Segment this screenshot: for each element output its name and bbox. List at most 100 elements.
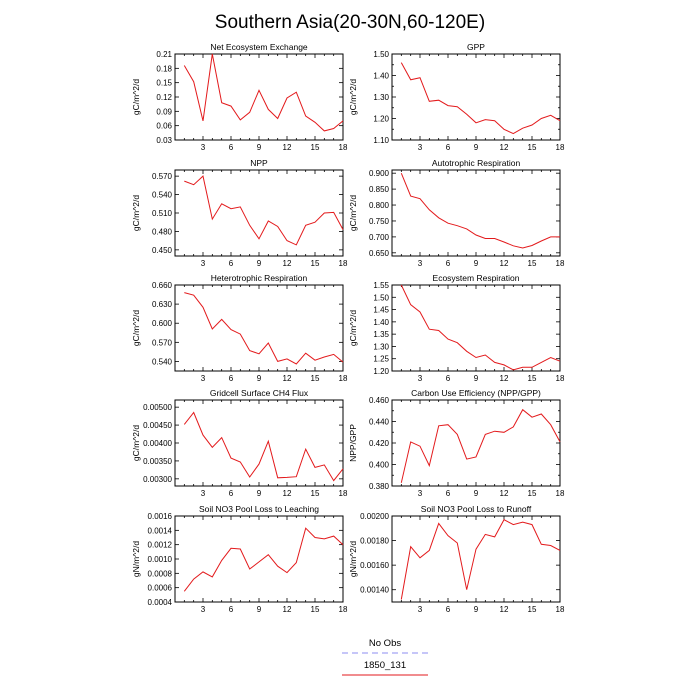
y-tick-label: 0.00160 <box>360 561 389 570</box>
x-tick-label: 6 <box>229 489 234 498</box>
x-tick-label: 18 <box>556 374 565 383</box>
y-tick-label: 0.700 <box>369 233 390 242</box>
y-axis-label: gC/m^2/d <box>131 195 141 231</box>
y-tick-label: 0.0004 <box>148 598 173 607</box>
x-tick-label: 18 <box>339 489 348 498</box>
chart-panel: Soil NO3 Pool Loss to Runoff gN/m^2/d 3 6 9 1… <box>348 504 565 614</box>
chart-panel: GPP gC/m^2/d 3 6 9 12 15 18 1.10 1.20 1.30 1.40 1.50 <box>348 42 565 152</box>
y-axis-label: gC/m^2/d <box>131 79 141 115</box>
chart-panel: Ecosystem Respiration gC/m^2/d 3 6 9 12 15 18 1.… <box>348 273 565 383</box>
x-tick-label: 12 <box>500 489 509 498</box>
x-tick-label: 9 <box>474 489 479 498</box>
x-tick-label: 12 <box>283 374 292 383</box>
panel-title: Heterotrophic Respiration <box>211 273 308 283</box>
x-tick-label: 15 <box>311 259 320 268</box>
y-axis-label: gC/m^2/d <box>348 79 358 115</box>
x-tick-label: 18 <box>339 143 348 152</box>
plot-frame <box>174 169 344 257</box>
x-tick-label: 9 <box>257 374 262 383</box>
y-tick-label: 0.06 <box>156 122 172 131</box>
x-tick-label: 12 <box>283 489 292 498</box>
x-tick-label: 6 <box>446 489 451 498</box>
y-tick-label: 1.25 <box>373 355 389 364</box>
plot-frame <box>391 53 561 141</box>
chart-panel: Gridcell Surface CH4 Flux gC/m^2/d 3 6 9 12 15… <box>131 388 348 498</box>
x-tick-label: 6 <box>229 259 234 268</box>
x-tick-label: 9 <box>257 143 262 152</box>
x-tick-label: 12 <box>283 143 292 152</box>
panel-title: Ecosystem Respiration <box>433 273 520 283</box>
x-tick-label: 9 <box>474 143 479 152</box>
y-tick-label: 0.400 <box>369 461 390 470</box>
x-tick-label: 6 <box>229 143 234 152</box>
y-tick-label: 1.30 <box>373 342 389 351</box>
y-tick-label: 1.40 <box>373 318 389 327</box>
y-tick-label: 1.55 <box>373 281 389 290</box>
y-tick-label: 1.10 <box>373 136 389 145</box>
x-tick-label: 18 <box>339 259 348 268</box>
y-tick-label: 0.460 <box>369 396 390 405</box>
x-tick-label: 12 <box>500 143 509 152</box>
x-tick-label: 6 <box>446 374 451 383</box>
y-tick-label: 0.0008 <box>148 569 173 578</box>
x-tick-label: 9 <box>474 374 479 383</box>
x-tick-label: 3 <box>201 259 206 268</box>
legend: No Obs 1850_131 <box>342 638 428 676</box>
y-tick-label: 0.540 <box>152 191 173 200</box>
x-tick-label: 9 <box>474 605 479 614</box>
series-line <box>184 175 344 246</box>
y-tick-label: 0.00500 <box>143 403 172 412</box>
y-tick-label: 1.50 <box>373 293 389 302</box>
chart-panel: NPP gC/m^2/d 3 6 9 12 15 18 0.450 0.480 0.510 0.540… <box>131 158 348 268</box>
x-tick-label: 15 <box>311 143 320 152</box>
x-tick-label: 15 <box>528 259 537 268</box>
series-line <box>183 527 344 592</box>
x-tick-label: 3 <box>201 489 206 498</box>
legend-model-label: 1850_131 <box>364 660 406 671</box>
y-axis-label: gN/m^2/d <box>348 541 358 577</box>
panel-title: Autotrophic Respiration <box>432 158 521 168</box>
y-tick-label: 0.0010 <box>148 555 173 564</box>
y-tick-label: 0.03 <box>156 136 172 145</box>
chart-panel: Carbon Use Efficiency (NPP/GPP) NPP/GPP 3 6… <box>348 388 565 498</box>
y-tick-label: 0.0012 <box>148 541 173 550</box>
x-tick-label: 9 <box>474 259 479 268</box>
x-tick-label: 15 <box>311 489 320 498</box>
x-tick-label: 3 <box>418 143 423 152</box>
x-tick-label: 18 <box>556 605 565 614</box>
plot-frame <box>174 284 344 372</box>
y-axis-label: gC/m^2/d <box>348 195 358 231</box>
y-axis-label: NPP/GPP <box>348 424 358 462</box>
x-tick-label: 3 <box>418 259 423 268</box>
x-tick-label: 15 <box>528 143 537 152</box>
panel-title: Soil NO3 Pool Loss to Leaching <box>199 504 319 514</box>
panel-title: Soil NO3 Pool Loss to Runoff <box>421 504 532 514</box>
y-tick-label: 0.15 <box>156 79 172 88</box>
panel-title: Gridcell Surface CH4 Flux <box>210 388 309 398</box>
y-tick-label: 0.00180 <box>360 537 389 546</box>
chart-panel: Heterotrophic Respiration gC/m^2/d 3 6 9 12 15… <box>131 273 348 383</box>
y-tick-label: 0.440 <box>369 418 390 427</box>
series-line <box>400 62 561 135</box>
y-tick-label: 0.18 <box>156 64 172 73</box>
y-tick-label: 1.50 <box>373 50 389 59</box>
panel-title: Carbon Use Efficiency (NPP/GPP) <box>411 388 541 398</box>
chart-panel: Soil NO3 Pool Loss to Leaching gN/m^2/d 3 6… <box>131 504 348 614</box>
y-tick-label: 0.510 <box>152 209 173 218</box>
x-tick-label: 6 <box>446 605 451 614</box>
panel-title: Net Ecosystem Exchange <box>210 42 308 52</box>
plot-frame <box>391 284 561 372</box>
x-tick-label: 6 <box>229 605 234 614</box>
plot-frame <box>174 399 344 487</box>
x-tick-label: 3 <box>201 143 206 152</box>
x-tick-label: 6 <box>446 143 451 152</box>
x-tick-label: 18 <box>556 143 565 152</box>
y-tick-label: 1.45 <box>373 306 389 315</box>
y-tick-label: 0.900 <box>369 169 390 178</box>
y-axis-label: gN/m^2/d <box>131 541 141 577</box>
x-tick-label: 9 <box>257 605 262 614</box>
y-tick-label: 0.12 <box>156 93 172 102</box>
x-tick-label: 15 <box>311 374 320 383</box>
plot-frame <box>391 169 561 257</box>
legend-obs-label: No Obs <box>369 638 401 649</box>
